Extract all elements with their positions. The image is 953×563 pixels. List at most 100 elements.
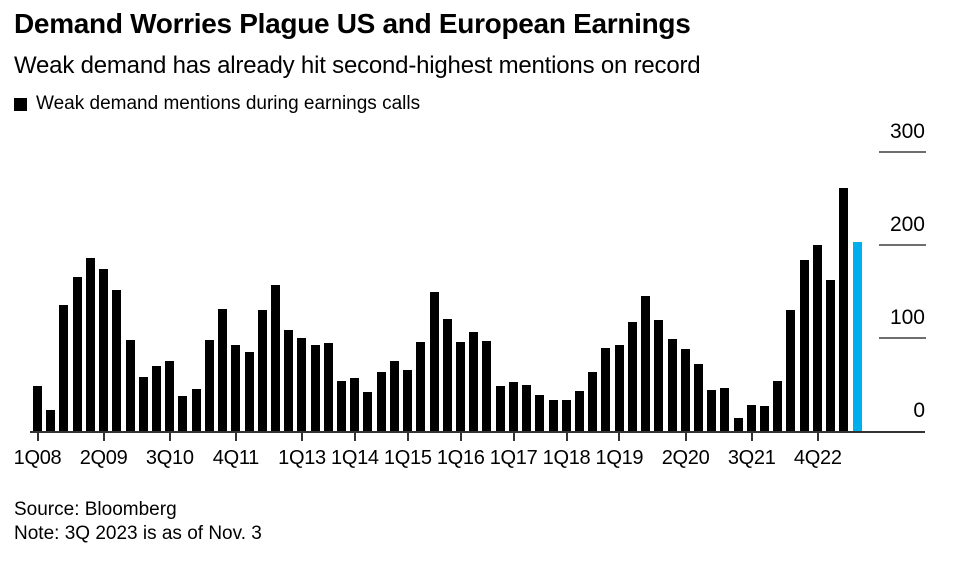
bar-3Q14 bbox=[376, 371, 386, 431]
bar-1Q21 bbox=[720, 388, 730, 431]
bar-2Q20 bbox=[680, 349, 690, 431]
x-tick-label-1Q13: 1Q13 bbox=[278, 447, 326, 469]
bar-1Q20 bbox=[667, 338, 677, 431]
bar-3Q18 bbox=[588, 372, 598, 431]
legend-label: Weak demand mentions during earnings cal… bbox=[36, 93, 421, 114]
y-tick-label-200: 200 bbox=[889, 213, 925, 236]
bar-1Q08 bbox=[33, 386, 42, 431]
bar-4Q18 bbox=[601, 348, 611, 431]
x-tick-2Q09 bbox=[102, 433, 105, 441]
x-tick-1Q14 bbox=[353, 433, 356, 441]
x-tick-2Q20 bbox=[684, 433, 687, 441]
legend: Weak demand mentions during earnings cal… bbox=[14, 93, 420, 115]
bar-3Q23 bbox=[852, 242, 862, 431]
bar-3Q17 bbox=[535, 394, 545, 431]
x-tick-1Q18 bbox=[565, 433, 568, 441]
x-tick-4Q11 bbox=[234, 433, 237, 441]
x-tick-label-1Q17: 1Q17 bbox=[489, 447, 538, 469]
source-text: Source: Bloomberg bbox=[14, 499, 177, 520]
bar-4Q21 bbox=[760, 405, 770, 431]
x-tick-1Q08 bbox=[36, 433, 39, 441]
bar-1Q16 bbox=[456, 341, 465, 431]
x-tick-1Q16 bbox=[459, 433, 462, 441]
bar-1Q10 bbox=[138, 377, 148, 431]
x-tick-label-3Q21: 3Q21 bbox=[727, 447, 776, 469]
bar-4Q09 bbox=[125, 339, 135, 431]
bar-3Q11 bbox=[218, 309, 228, 431]
x-tick-label-3Q10: 3Q10 bbox=[145, 447, 194, 469]
page-subtitle: Weak demand has already hit second-highe… bbox=[14, 52, 701, 79]
bar-3Q12 bbox=[270, 285, 280, 431]
bar-1Q14 bbox=[350, 378, 360, 431]
x-tick-label-4Q11: 4Q11 bbox=[212, 447, 260, 469]
x-tick-label-2Q09: 2Q09 bbox=[79, 447, 128, 469]
bar-2Q11 bbox=[204, 339, 214, 431]
bar-2Q13 bbox=[310, 345, 320, 431]
bar-3Q22 bbox=[799, 259, 809, 431]
bar-1Q12 bbox=[244, 352, 254, 431]
bar-1Q23 bbox=[826, 280, 836, 431]
bar-2Q14 bbox=[363, 391, 373, 431]
bar-4Q14 bbox=[389, 361, 399, 431]
bar-2Q22 bbox=[786, 310, 796, 431]
bar-3Q20 bbox=[693, 364, 703, 431]
bar-4Q13 bbox=[337, 380, 347, 431]
bar-4Q16 bbox=[495, 386, 505, 431]
bar-2Q08 bbox=[46, 409, 56, 431]
y-gridline-200 bbox=[879, 244, 926, 246]
bar-1Q19 bbox=[614, 344, 624, 431]
bar-series bbox=[33, 152, 862, 431]
bar-1Q11 bbox=[191, 389, 201, 431]
x-tick-label-1Q08: 1Q08 bbox=[13, 447, 62, 469]
bar-3Q15 bbox=[429, 291, 439, 431]
x-tick-label-4Q22: 4Q22 bbox=[793, 447, 842, 469]
bar-3Q21 bbox=[746, 405, 756, 431]
bar-2Q12 bbox=[257, 310, 267, 431]
bar-1Q18 bbox=[561, 400, 571, 431]
bar-3Q09 bbox=[112, 289, 122, 431]
bar-2Q16 bbox=[469, 331, 479, 431]
bar-4Q19 bbox=[654, 320, 664, 431]
y-tick-label-0: 0 bbox=[913, 399, 925, 422]
bar-3Q10 bbox=[165, 361, 175, 431]
bar-1Q15 bbox=[403, 369, 413, 431]
x-tick-3Q21 bbox=[750, 433, 753, 441]
note-text: Note: 3Q 2023 is as of Nov. 3 bbox=[14, 523, 262, 544]
x-tick-label-1Q16: 1Q16 bbox=[436, 447, 485, 469]
x-tick-3Q10 bbox=[168, 433, 171, 441]
y-tick-label-100: 100 bbox=[889, 306, 925, 329]
y-gridline-100 bbox=[879, 337, 926, 339]
bar-4Q11 bbox=[231, 344, 241, 431]
x-tick-label-1Q19: 1Q19 bbox=[595, 447, 644, 469]
x-tick-1Q19 bbox=[618, 433, 621, 441]
bar-2Q19 bbox=[627, 322, 637, 431]
bar-1Q22 bbox=[773, 380, 783, 431]
bar-2Q17 bbox=[522, 384, 532, 431]
bar-2Q21 bbox=[733, 418, 743, 431]
y-tick-label-300: 300 bbox=[889, 120, 925, 143]
x-tick-label-2Q20: 2Q20 bbox=[661, 447, 710, 469]
bar-3Q08 bbox=[59, 305, 69, 431]
bar-2Q23 bbox=[839, 188, 849, 431]
legend-swatch-icon bbox=[14, 97, 27, 111]
bar-4Q20 bbox=[707, 390, 717, 431]
bar-4Q10 bbox=[178, 395, 188, 431]
bar-1Q13 bbox=[297, 338, 307, 431]
bar-1Q17 bbox=[508, 381, 518, 431]
x-tick-label-1Q14: 1Q14 bbox=[331, 447, 379, 469]
bar-2Q09 bbox=[99, 269, 109, 431]
bar-3Q13 bbox=[323, 342, 333, 431]
bar-2Q15 bbox=[416, 341, 426, 431]
x-tick-1Q13 bbox=[301, 433, 303, 441]
y-gridline-300 bbox=[879, 151, 926, 153]
x-tick-4Q22 bbox=[816, 433, 819, 441]
bar-4Q22 bbox=[812, 245, 822, 431]
bar-4Q15 bbox=[442, 319, 452, 431]
x-tick-label-1Q15: 1Q15 bbox=[383, 447, 432, 469]
x-axis-baseline bbox=[30, 431, 925, 433]
bar-2Q10 bbox=[151, 365, 161, 431]
bar-2Q18 bbox=[574, 391, 584, 431]
page-title: Demand Worries Plague US and European Ea… bbox=[14, 8, 691, 39]
bar-3Q16 bbox=[482, 340, 492, 431]
bar-4Q12 bbox=[284, 329, 294, 431]
